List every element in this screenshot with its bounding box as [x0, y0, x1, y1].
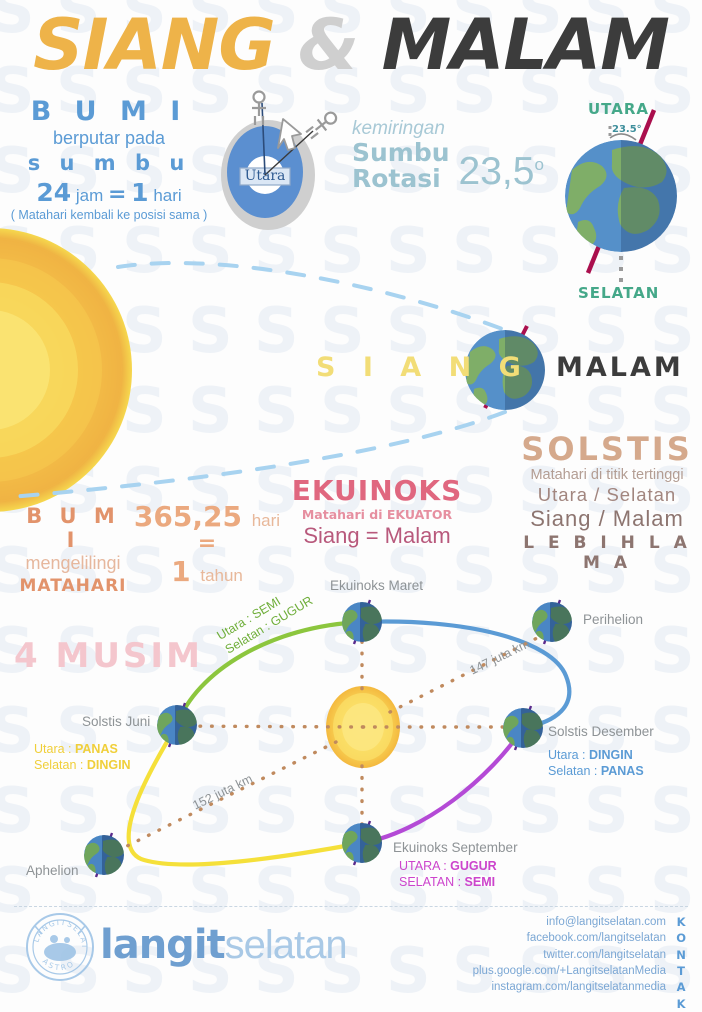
orbit-label-solstis-desember: Solstis Desember	[548, 724, 654, 739]
brand-wordmark: langitselatan	[100, 922, 348, 968]
tilt-kemiringan-label: kemiringan	[352, 118, 445, 139]
tilt-degree-symbol: o	[534, 155, 544, 174]
person-tilted-icon	[305, 111, 338, 140]
ekuinoks-heading: EKUINOKS	[291, 474, 463, 507]
rotation-days: 1	[131, 178, 149, 207]
dashed-orbit-path	[8, 261, 507, 499]
earth-south-label: SELATAN	[578, 284, 660, 302]
ekuinoks-block: EKUINOKS Matahari di EKUATOR Siang = Mal…	[286, 474, 468, 549]
title-siang: SIANG	[33, 4, 276, 86]
tilt-angle-value: 23,5	[458, 150, 535, 193]
tilt-sumbu-label: Sumbu	[352, 138, 450, 167]
tilt-text-block: kemiringan Sumbu Rotasi 23,5o	[352, 118, 544, 191]
person-icon	[252, 90, 266, 125]
seasons-heading: 4 MUSIM	[14, 636, 203, 676]
contact-link[interactable]: facebook.com/langitselatan	[526, 932, 666, 945]
solstis-block: SOLSTIS Matahari di titik tertinggi Utar…	[514, 430, 700, 573]
kontak-letter: O	[676, 931, 686, 946]
kontak-letter: K	[676, 915, 686, 929]
orbit-earths	[84, 599, 572, 878]
tilt-rotasi-label: Rotasi	[352, 163, 441, 193]
orbit-season-solstis-desember: Utara : DINGIN Selatan : PANAS	[548, 748, 644, 778]
title-ampersand: &	[298, 4, 359, 86]
solstis-line4: L E B I H L A M A	[523, 533, 691, 573]
solstis-line3: Siang / Malam	[530, 506, 684, 531]
sun-large	[0, 228, 132, 512]
rotation-days-unit: hari	[153, 186, 182, 205]
orbit-label-perihelion: Perihelion	[583, 612, 644, 627]
kontak-letter: T	[677, 963, 686, 978]
orbit-diagram	[84, 599, 572, 878]
distance-label-aphelion: 152 juta km	[190, 771, 255, 813]
rotation-equals: =	[108, 182, 127, 207]
rotation-hours: 24	[36, 178, 72, 207]
contact-link[interactable]: plus.google.com/+LangitselatanMedia	[472, 964, 666, 977]
rotation-equation: 24 jam = 1 hari	[4, 178, 214, 207]
contact-links[interactable]: info@langitselatan.com facebook.com/langi…	[473, 914, 666, 996]
revolution-bumi-label: B U M I	[26, 504, 120, 552]
orbit-earth-4	[84, 832, 124, 878]
kontak-letter: K	[676, 996, 686, 1011]
cursor-arrow-icon	[277, 118, 302, 151]
orbit-earth-5	[157, 702, 197, 748]
earth-north-label: UTARA	[588, 100, 650, 118]
revolution-matahari-label: MATAHARI	[19, 576, 127, 596]
page-title: SIANG & MALAM	[0, 4, 702, 86]
rotation-hours-unit: jam	[75, 186, 104, 205]
brand-langit: langit	[100, 922, 226, 968]
revolution-days-unit: hari	[251, 511, 281, 530]
title-malam: MALAM	[381, 4, 670, 86]
daynight-malam-label: MALAM	[556, 352, 684, 383]
dial-utara-label: Utara	[244, 168, 286, 184]
ekuinoks-line2: Siang = Malam	[303, 523, 451, 548]
orbit-earth-0	[342, 599, 382, 645]
revolution-days: 365,25	[133, 500, 242, 533]
revolution-years-unit: tahun	[200, 565, 243, 585]
brand-selatan: selatan	[224, 923, 348, 967]
rotation-dial	[221, 90, 338, 230]
contact-link[interactable]: twitter.com/langitselatan	[543, 948, 666, 961]
rotation-note: ( Matahari kembali ke posisi sama )	[10, 208, 208, 222]
orbit-label-aphelion: Aphelion	[26, 863, 79, 878]
solstis-heading: SOLSTIS	[521, 430, 693, 468]
rotation-sumbu-label: s u m b u	[27, 151, 191, 175]
orbit-label-solstis-juni: Solstis Juni	[82, 714, 151, 729]
footer-divider	[14, 906, 688, 907]
contact-link[interactable]: instagram.com/langitselatanmedia	[491, 981, 666, 994]
orbit-earth-1	[532, 599, 572, 645]
solstis-line2: Utara / Selatan	[537, 484, 677, 505]
ekuinoks-line1: Matahari di EKUATOR	[301, 507, 453, 522]
revolution-mengelilingi-label: mengelilingi	[25, 553, 121, 573]
distance-label-perihelion: 147 juta km	[467, 636, 532, 678]
orbit-earth-2	[503, 705, 543, 751]
revolution-years: 1	[171, 554, 191, 588]
rotation-bumi-label: B U M I	[30, 96, 188, 127]
daynight-siang-label: S I A N G	[316, 352, 530, 383]
kontak-letter: A	[676, 980, 686, 995]
contact-link[interactable]: info@langitselatan.com	[546, 916, 666, 928]
solstis-line1: Matahari di titik tertinggi	[530, 467, 684, 483]
tilt-angle-small-label: 23.5°	[612, 124, 642, 135]
rotation-berputar-label: berputar pada	[52, 128, 166, 148]
orbit-earth-3	[342, 820, 382, 866]
arc-annotation-semi-gugur: Utara : SEMI Selatan : GUGUR	[214, 579, 316, 658]
rotation-text-block: B U M I berputar pada s u m b u 24 jam =…	[4, 96, 214, 222]
orbit-label-ekuinoks-september: Ekuinoks September	[393, 840, 518, 855]
orbit-label-ekuinoks-maret: Ekuinoks Maret	[330, 578, 424, 593]
revolution-equals: =	[197, 531, 217, 556]
kontak-letter: N	[676, 947, 686, 962]
orbit-season-solstis-juni: Utara : PANAS Selatan : DINGIN	[34, 742, 131, 772]
orbit-season-ekuinoks-september: UTARA : GUGUR SELATAN : SEMI	[399, 859, 497, 889]
